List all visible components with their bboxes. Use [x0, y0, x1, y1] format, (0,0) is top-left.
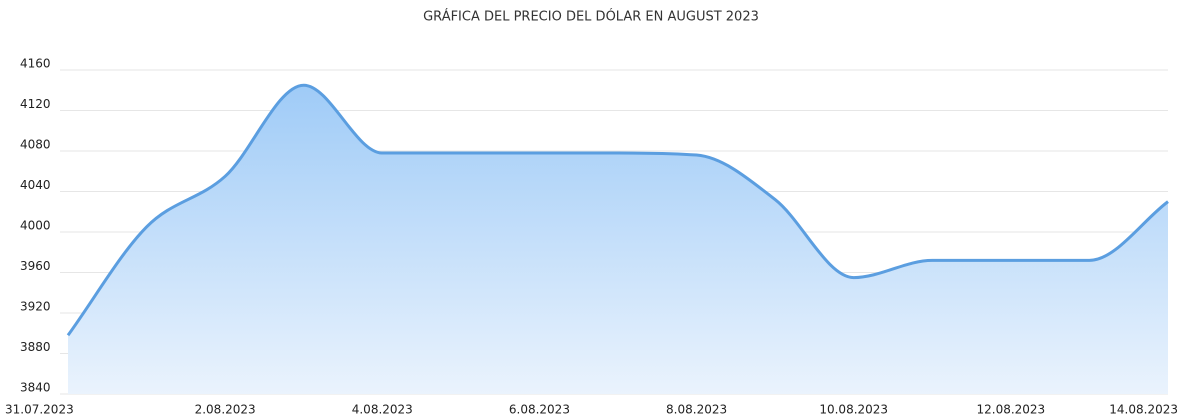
- x-tick-label: 6.08.2023: [509, 403, 570, 417]
- x-tick-label: 14.08.2023: [1109, 403, 1178, 417]
- y-tick-label: 3840: [20, 381, 51, 395]
- area-fill: [68, 85, 1168, 394]
- y-tick-label: 4040: [20, 178, 51, 192]
- x-tick-label: 31.07.2023: [5, 403, 74, 417]
- x-tick-label: 2.08.2023: [195, 403, 256, 417]
- y-tick-label: 3880: [20, 340, 51, 354]
- y-tick-label: 4120: [20, 97, 51, 111]
- chart-title: GRÁFICA DEL PRECIO DEL DÓLAR EN AUGUST 2…: [423, 9, 759, 25]
- y-tick-label: 4000: [20, 219, 51, 233]
- x-tick-label: 4.08.2023: [352, 403, 413, 417]
- x-tick-label: 8.08.2023: [666, 403, 727, 417]
- x-tick-label: 10.08.2023: [819, 403, 888, 417]
- y-tick-label: 3960: [20, 259, 51, 273]
- y-tick-label: 4080: [20, 138, 51, 152]
- y-tick-label: 3920: [20, 300, 51, 314]
- x-tick-label: 12.08.2023: [976, 403, 1045, 417]
- y-tick-label: 4160: [20, 57, 51, 71]
- line: [66, 83, 1169, 337]
